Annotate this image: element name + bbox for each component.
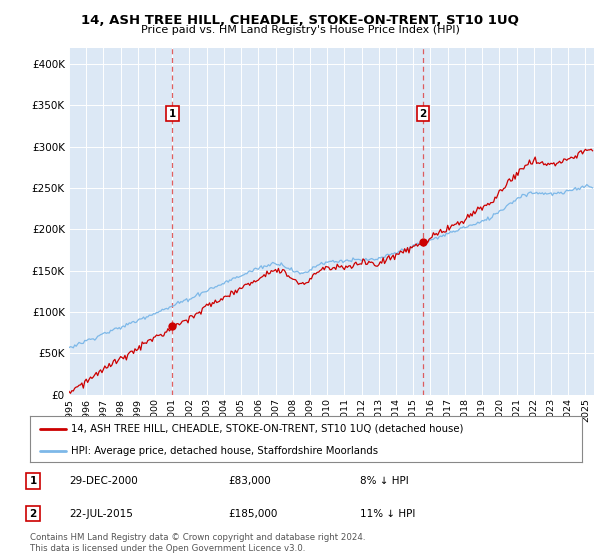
Text: 8% ↓ HPI: 8% ↓ HPI: [360, 476, 409, 486]
Text: 2: 2: [419, 109, 427, 119]
Text: 2: 2: [29, 508, 37, 519]
Text: 11% ↓ HPI: 11% ↓ HPI: [360, 508, 415, 519]
Text: 14, ASH TREE HILL, CHEADLE, STOKE-ON-TRENT, ST10 1UQ: 14, ASH TREE HILL, CHEADLE, STOKE-ON-TRE…: [81, 14, 519, 27]
Text: £83,000: £83,000: [228, 476, 271, 486]
Text: 1: 1: [29, 476, 37, 486]
Text: 1: 1: [169, 109, 176, 119]
Text: 14, ASH TREE HILL, CHEADLE, STOKE-ON-TRENT, ST10 1UQ (detached house): 14, ASH TREE HILL, CHEADLE, STOKE-ON-TRE…: [71, 424, 464, 434]
Text: Contains HM Land Registry data © Crown copyright and database right 2024.
This d: Contains HM Land Registry data © Crown c…: [30, 533, 365, 553]
Text: £185,000: £185,000: [228, 508, 277, 519]
Text: Price paid vs. HM Land Registry's House Price Index (HPI): Price paid vs. HM Land Registry's House …: [140, 25, 460, 35]
Text: 22-JUL-2015: 22-JUL-2015: [69, 508, 133, 519]
Text: 29-DEC-2000: 29-DEC-2000: [69, 476, 138, 486]
Text: HPI: Average price, detached house, Staffordshire Moorlands: HPI: Average price, detached house, Staf…: [71, 446, 379, 455]
